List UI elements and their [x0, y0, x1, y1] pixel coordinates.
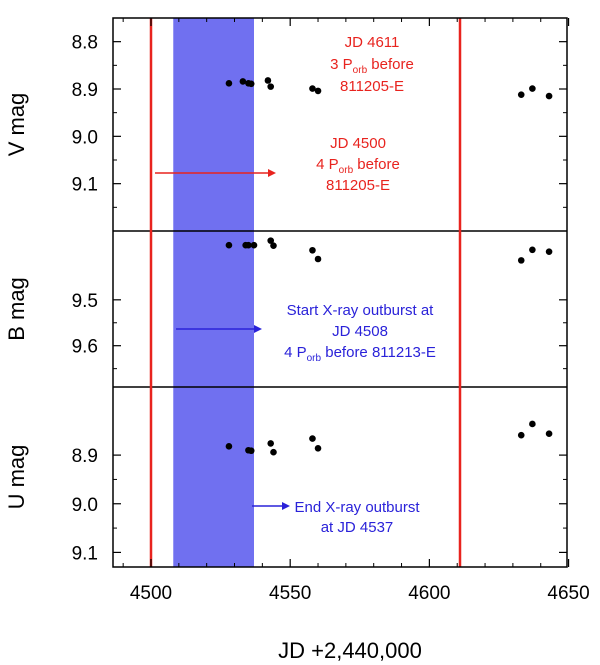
data-point [270, 448, 277, 456]
panel-separators [113, 230, 567, 388]
data-point [225, 443, 233, 450]
data-point [309, 246, 316, 254]
annotation-text: JD 4611 [345, 34, 400, 51]
y-axis-label: V mag [4, 93, 29, 157]
y-tick-label: 8.9 [72, 446, 98, 467]
data-point [545, 248, 553, 255]
data-point [225, 80, 233, 87]
data-point [247, 80, 255, 88]
annotation-text: 3 P [330, 56, 353, 73]
y-axis-label: U mag [4, 445, 29, 510]
annotation-subscript: orb [353, 65, 368, 76]
data-point [314, 444, 322, 452]
reference-lines [149, 18, 462, 567]
y-tick-label: 9.0 [72, 127, 98, 148]
annotation-text: 4 P [284, 344, 307, 361]
data-point [309, 85, 316, 92]
xray-outburst-shade [173, 18, 254, 567]
annotation-line: at JD 4537 [321, 519, 394, 536]
data-point [529, 246, 536, 254]
plot-frame [112, 17, 568, 568]
data-point [545, 92, 553, 100]
data-point [247, 447, 255, 455]
annotation-text: at JD 4537 [321, 519, 394, 536]
axis-ticks: 4500 4550 4600 4650 8.8 8.9 9.0 9.1 V mag 9.5 9.6 B… [4, 18, 590, 604]
annotation-line: JD 4508 [332, 323, 388, 340]
annotation-line: JD 4500 [330, 135, 386, 152]
data-point [245, 241, 252, 249]
annotation-text: 811205-E [340, 78, 404, 95]
annotation-line: 4 Porb before [316, 156, 400, 176]
data-point [545, 430, 553, 438]
data-point [239, 78, 247, 85]
annotation-text: before [367, 56, 414, 73]
annotation-text: 811205-E [326, 177, 390, 194]
data-point [517, 91, 525, 98]
y-tick-label: 9.1 [72, 543, 98, 564]
y-tick-label: 9.6 [72, 337, 98, 358]
data-points [225, 77, 553, 456]
data-point [309, 435, 316, 442]
data-point [529, 85, 536, 92]
arrow-end-outburst [252, 502, 290, 510]
data-point [517, 257, 525, 264]
annotation-subscript: orb [307, 353, 322, 364]
data-point [267, 237, 275, 244]
outburst-shade-band [173, 18, 254, 567]
data-point [250, 241, 258, 249]
x-tick-label: 4500 [130, 583, 172, 604]
annotation-text: Start X-ray outburst at [287, 302, 435, 319]
annotation-line: 4 Porb before 811213-E [284, 344, 436, 364]
x-tick-label: 4600 [408, 583, 450, 604]
annotation-line: 811205-E [340, 78, 404, 95]
y-tick-label: 9.1 [72, 175, 98, 196]
annotation-arrows [155, 169, 290, 510]
y-tick-label: 9.0 [72, 495, 98, 516]
y-tick-label: 9.5 [72, 291, 98, 312]
data-point [225, 241, 233, 249]
annotation-line: JD 4611 [345, 34, 400, 51]
x-axis-label: JD +2,440,000 [278, 638, 422, 663]
annotation-line: 3 Porb before [330, 56, 414, 76]
annotation-line: 811205-E [326, 177, 390, 194]
data-point [264, 77, 272, 84]
annotation-text: JD 4500 [330, 135, 386, 152]
data-point [517, 431, 525, 439]
annotation-line: End X-ray outburst [294, 499, 420, 516]
annotation-text: 4 P [316, 156, 339, 173]
x-tick-label: 4550 [269, 583, 311, 604]
annotation-text: before 811213-E [321, 344, 436, 361]
annotation-subscript: orb [339, 165, 354, 176]
data-point [314, 255, 322, 263]
data-point [267, 83, 275, 90]
data-point [529, 420, 536, 428]
y-tick-label: 8.9 [72, 80, 98, 101]
arrow-start-outburst [176, 325, 262, 333]
data-point [270, 242, 277, 249]
annotation-text: before [353, 156, 400, 173]
x-tick-label: 4650 [547, 583, 589, 604]
arrow-jd4500 [155, 169, 276, 177]
y-axis-label: B mag [4, 277, 29, 341]
annotation-line: Start X-ray outburst at [287, 302, 435, 319]
annotation-text: End X-ray outburst [294, 499, 420, 516]
annotation-text: JD 4508 [332, 323, 388, 340]
y-tick-label: 8.8 [72, 33, 98, 54]
data-point [314, 87, 322, 95]
data-point [267, 440, 275, 447]
